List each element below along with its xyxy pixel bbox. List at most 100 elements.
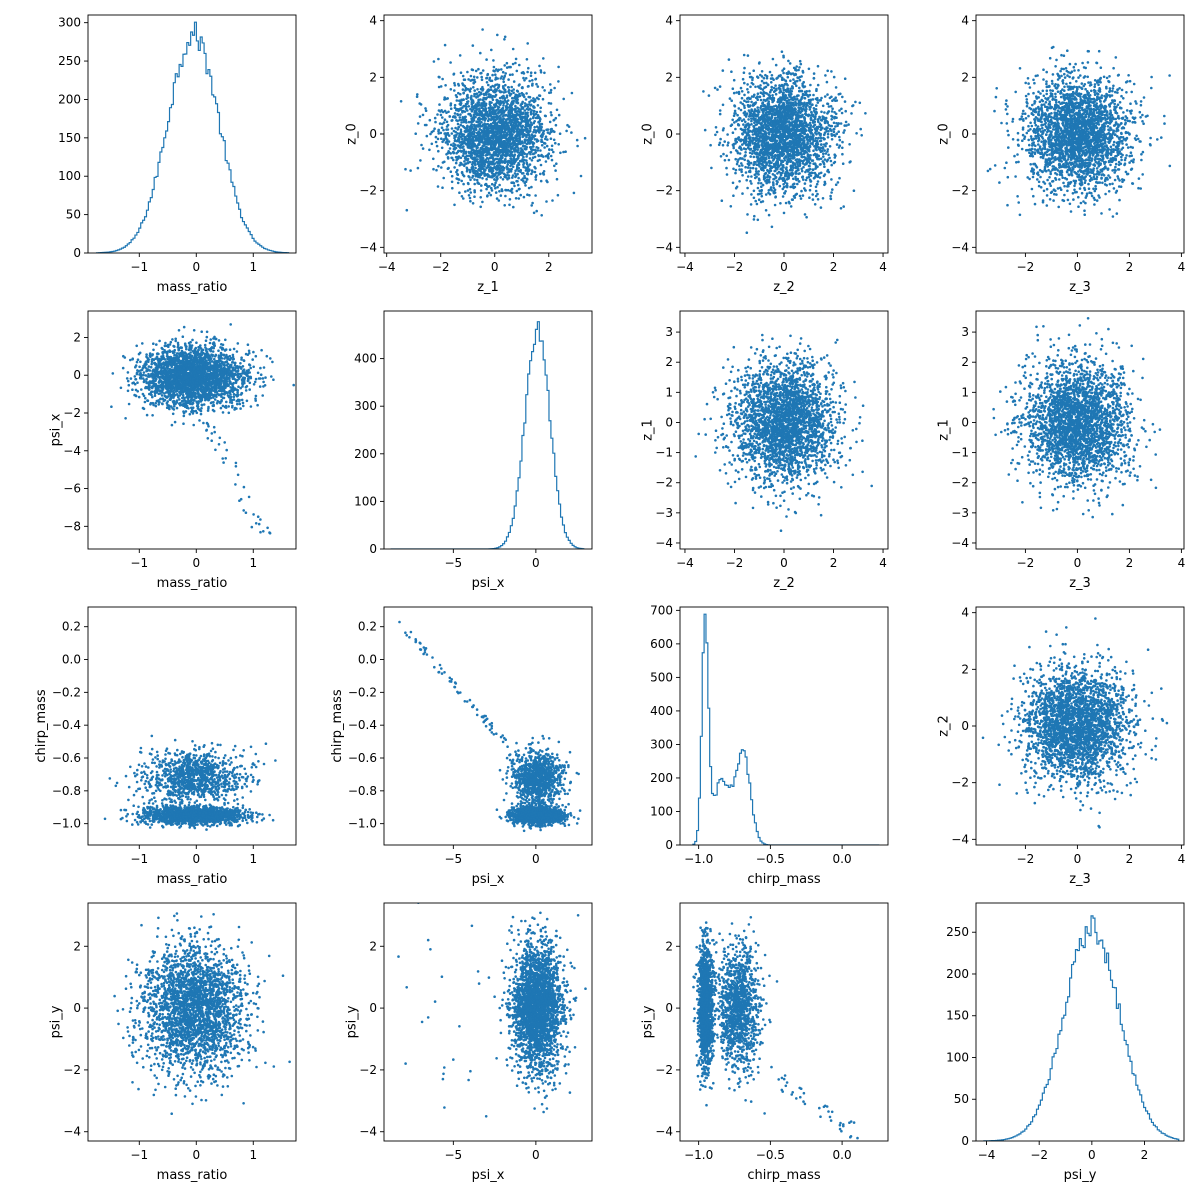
scatter-point	[796, 167, 800, 171]
scatter-point	[558, 132, 562, 135]
scatter-point	[555, 177, 559, 181]
scatter-point	[757, 157, 760, 160]
scatter-point	[516, 183, 520, 187]
scatter-point	[491, 134, 495, 138]
scatter-point	[508, 104, 512, 107]
scatter-point	[787, 93, 791, 96]
scatter-point	[459, 123, 463, 127]
scatter-point	[491, 169, 495, 173]
scatter-point	[725, 154, 728, 158]
scatter-point	[531, 83, 534, 87]
scatter-point	[826, 102, 829, 105]
scatter-point	[486, 119, 490, 123]
scatter-point	[498, 164, 501, 167]
scatter-point	[465, 121, 468, 124]
scatter-point	[493, 140, 497, 143]
scatter-point	[749, 155, 752, 158]
scatter-point	[455, 170, 458, 174]
scatter-point	[489, 175, 492, 179]
scatter-point	[789, 98, 793, 101]
scatter-point	[838, 135, 841, 139]
scatter-point	[520, 118, 524, 121]
scatter-point	[534, 194, 537, 197]
scatter-point	[524, 169, 528, 172]
scatter-point	[749, 203, 753, 206]
scatter-point	[816, 180, 820, 183]
scatter-point	[484, 160, 488, 164]
scatter-point	[501, 178, 505, 181]
scatter-point	[502, 104, 505, 107]
scatter-point	[519, 108, 522, 111]
scatter-point	[530, 146, 533, 149]
scatter-point	[477, 136, 481, 139]
scatter-point	[502, 169, 505, 172]
scatter-point	[528, 79, 531, 83]
scatter-point	[740, 168, 743, 171]
scatter-point	[772, 96, 776, 100]
scatter-point	[746, 159, 750, 163]
scatter-point	[550, 148, 554, 151]
y-tick-label: 200	[58, 92, 81, 106]
scatter-point	[514, 95, 517, 99]
scatter-point	[470, 103, 474, 106]
scatter-point	[470, 119, 474, 122]
scatter-point	[821, 104, 825, 108]
scatter-point	[504, 113, 508, 117]
scatter-point	[499, 144, 503, 148]
scatter-point	[583, 136, 587, 140]
scatter-point	[514, 110, 517, 114]
scatter-point	[447, 110, 450, 114]
scatter-point	[771, 173, 775, 176]
scatter-point	[808, 188, 812, 192]
scatter-point	[506, 128, 510, 131]
scatter-point	[508, 139, 512, 143]
scatter-point	[457, 136, 460, 139]
scatter-point	[474, 125, 478, 129]
scatter-point	[794, 175, 797, 179]
scatter-point	[776, 163, 780, 166]
scatter-point	[515, 69, 519, 73]
scatter-point	[762, 145, 766, 148]
scatter-point	[450, 156, 454, 160]
scatter-point	[739, 86, 743, 90]
scatter-point	[759, 84, 762, 87]
scatter-point	[503, 204, 507, 207]
scatter-point	[539, 172, 542, 176]
scatter-point	[546, 180, 549, 184]
scatter-point	[523, 102, 527, 105]
scatter-point	[748, 72, 751, 75]
scatter-point	[800, 121, 803, 125]
scatter-point	[826, 158, 830, 162]
scatter-point	[722, 152, 725, 156]
scatter-point	[716, 88, 719, 91]
scatter-point	[780, 137, 784, 140]
scatter-point	[834, 99, 837, 102]
scatter-point	[743, 104, 746, 107]
scatter-point	[488, 162, 492, 165]
y-axis-label: z_0	[344, 123, 359, 145]
scatter-point	[808, 139, 812, 143]
scatter-point	[827, 170, 831, 174]
scatter-point	[823, 120, 827, 124]
scatter-point	[504, 121, 508, 124]
scatter-point	[739, 101, 742, 104]
y-tick-label: 50	[66, 208, 81, 222]
scatter-point	[486, 185, 490, 189]
scatter-point	[440, 166, 443, 169]
scatter-point	[759, 182, 763, 185]
scatter-point	[743, 93, 746, 97]
scatter-point	[538, 129, 542, 132]
scatter-point	[804, 189, 807, 192]
scatter-point	[416, 93, 419, 96]
scatter-point	[534, 175, 537, 179]
scatter-point	[466, 100, 470, 103]
scatter-point	[539, 149, 542, 152]
scatter-point	[549, 137, 553, 140]
scatter-point	[530, 148, 534, 151]
scatter-point	[803, 182, 807, 185]
scatter-point	[754, 136, 757, 140]
scatter-point	[457, 91, 460, 95]
scatter-point	[851, 104, 855, 107]
y-tick-label: 250	[58, 54, 81, 68]
scatter-point	[467, 194, 471, 197]
